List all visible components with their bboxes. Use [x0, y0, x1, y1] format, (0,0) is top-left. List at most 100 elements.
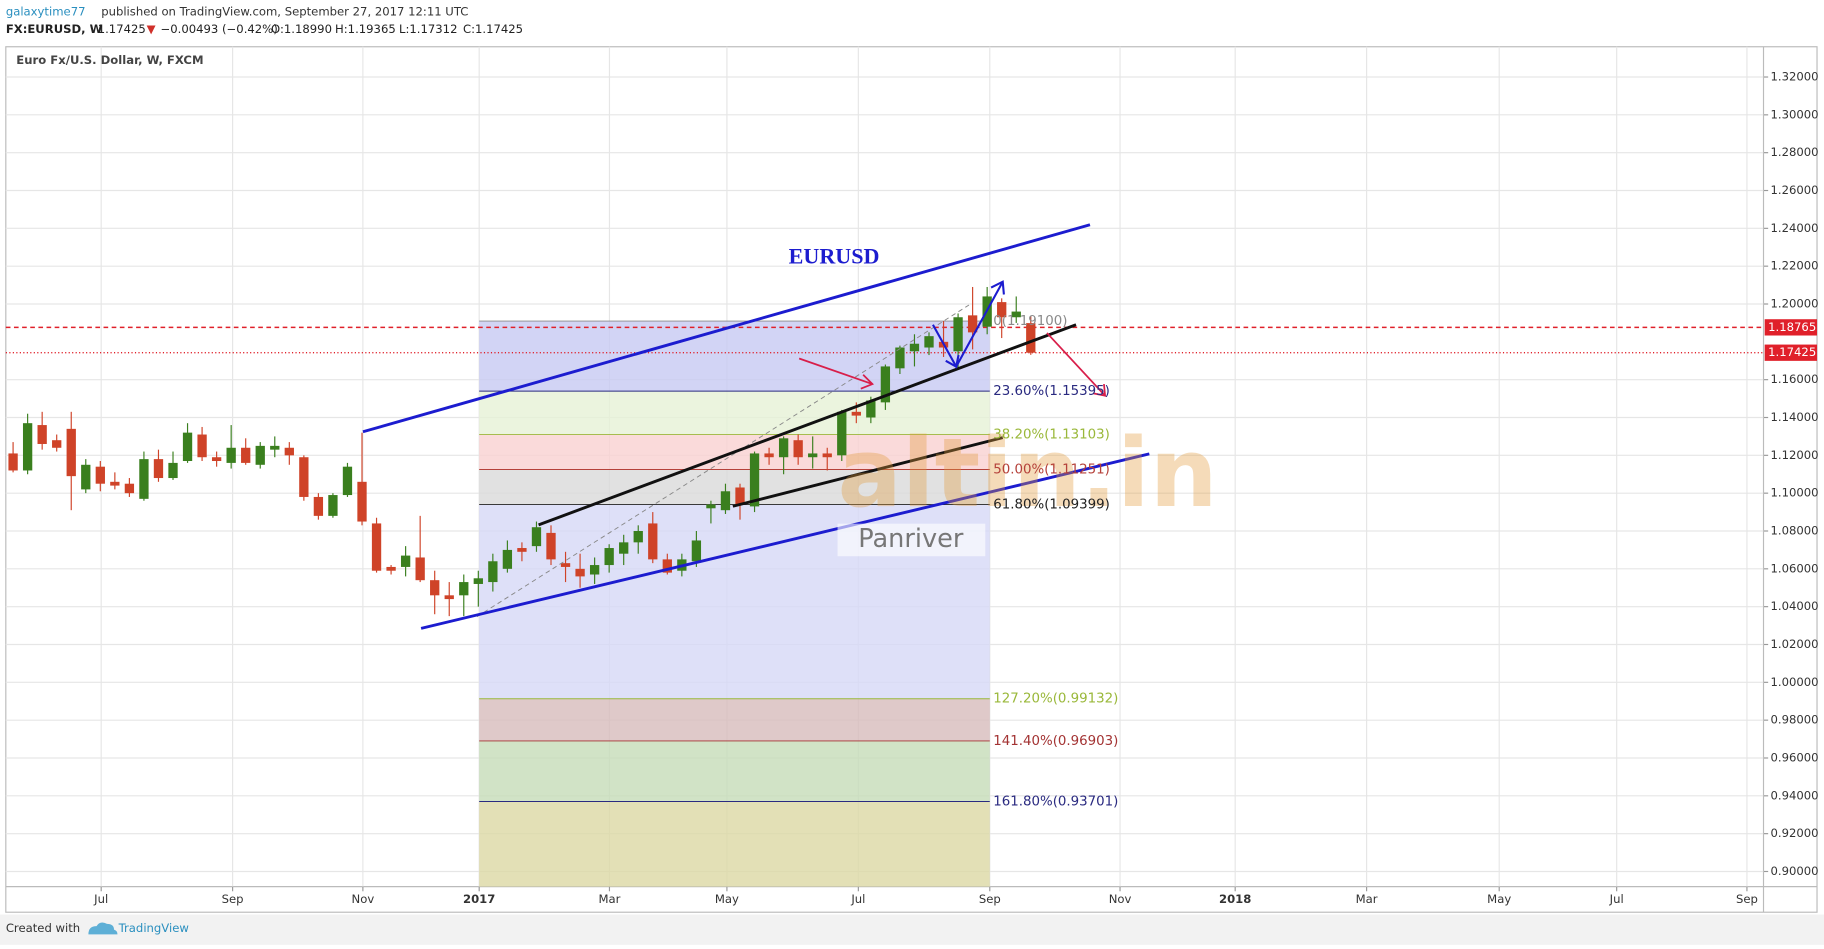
candle-body: [299, 457, 309, 497]
candle-body: [648, 523, 658, 560]
arrow: [798, 357, 873, 385]
candle-body: [386, 566, 396, 571]
y-tick-label: 1.28000: [1770, 145, 1818, 159]
y-tick-label: 1.06000: [1770, 561, 1818, 575]
candle-body: [357, 481, 367, 522]
candle-body: [778, 438, 789, 458]
x-tick-label: Mar: [1356, 892, 1378, 906]
y-tick-label: 1.02000: [1770, 637, 1818, 651]
drawings: EURUSD altin.in Panriver: [362, 223, 1218, 630]
y-tick-label: 0.92000: [1770, 826, 1818, 840]
x-tick-label: Sep: [979, 892, 1001, 906]
candle-body: [822, 453, 832, 458]
candle-body: [182, 432, 193, 462]
y-tick-label: 1.04000: [1770, 599, 1818, 613]
y-tick-label: 1.30000: [1770, 107, 1818, 121]
x-tick-label: Sep: [1736, 892, 1758, 906]
candle-body: [589, 565, 600, 575]
candle-body: [110, 481, 120, 486]
footer-brand[interactable]: TradingView: [118, 921, 190, 935]
annotation: EURUSD: [789, 244, 880, 269]
candle-body: [459, 582, 469, 596]
arrow-head: [990, 280, 1005, 295]
candle-body: [371, 523, 382, 571]
candle-body: [619, 542, 629, 554]
y-tick-label: 1.10000: [1770, 486, 1818, 500]
trendline: [538, 323, 1077, 527]
y-tick-label: 0.96000: [1770, 750, 1818, 764]
y-tick-label: 0.98000: [1770, 713, 1818, 727]
author[interactable]: galaxytime77: [6, 4, 86, 18]
candle-body: [37, 425, 47, 444]
candle-body: [837, 411, 847, 456]
y-tick-label: 1.14000: [1770, 410, 1818, 424]
footer-text: Created with: [6, 921, 80, 935]
candle-body: [488, 561, 498, 583]
price-tag: [1764, 319, 1818, 336]
candle-body: [909, 343, 920, 352]
watermark: Panriver: [858, 524, 964, 554]
y-tick-label: 1.24000: [1770, 221, 1818, 235]
watermark: altin.in: [838, 418, 1218, 529]
candle-body: [22, 423, 33, 471]
x-tick-label: May: [715, 892, 739, 906]
arrow: [1046, 332, 1106, 397]
x-tick-label: Nov: [352, 892, 375, 906]
candle-body: [720, 491, 731, 511]
arrow-head: [860, 374, 875, 390]
candle-body: [793, 440, 803, 458]
chart-title: Euro Fx/U.S. Dollar, W, FXCM: [16, 53, 203, 67]
candle-body: [342, 466, 353, 496]
fib-zone: [479, 698, 990, 741]
candle-body: [473, 578, 483, 584]
brand-icon: [88, 922, 118, 935]
y-tick-label: 1.26000: [1770, 183, 1818, 197]
chart-frame: [5, 46, 1818, 913]
candle-body: [124, 483, 135, 494]
candle-body: [691, 540, 702, 562]
candle-body: [662, 559, 672, 573]
candle-body: [633, 530, 643, 543]
ohlc-value: L:1.17312: [399, 22, 457, 36]
candle-body: [8, 453, 18, 471]
candle-body: [430, 580, 440, 596]
change-arrow: ▼: [147, 22, 156, 36]
y-tick-label: 1.00000: [1770, 675, 1818, 689]
candle-body: [953, 317, 963, 352]
candle-body: [967, 315, 978, 333]
candle-body: [255, 445, 265, 465]
candle-body: [1011, 311, 1021, 318]
candle-body: [328, 495, 338, 516]
candle-body: [546, 532, 556, 560]
candle-body: [444, 595, 454, 600]
trendline: [732, 436, 1004, 508]
candle-body: [211, 457, 222, 462]
candle-body: [808, 453, 818, 458]
ohlc-value: O:1.18990: [271, 22, 332, 36]
fib-label: 61.80%(1.09399): [993, 498, 1110, 513]
plot-layer: [5, 46, 1769, 892]
candle-body: [400, 555, 411, 567]
arrow-head: [945, 354, 960, 369]
candle-body: [604, 548, 614, 566]
fib-zone: [479, 469, 990, 505]
candle-body: [226, 447, 236, 463]
fib-zone: [479, 801, 990, 887]
candle-body: [851, 411, 861, 416]
ohlc-values: O:1.18990 H:1.19365 L:1.17312 C:1.17425: [271, 22, 523, 36]
y-tick-label: 1.20000: [1770, 297, 1818, 311]
published: published on TradingView.com, September …: [101, 4, 468, 18]
candle-body: [735, 487, 745, 505]
price-tag: [1764, 344, 1818, 361]
candle-body: [517, 548, 527, 552]
candle-body: [502, 549, 513, 569]
channel-lower: [420, 452, 1150, 630]
candle-body: [764, 453, 774, 458]
candle-body: [880, 366, 891, 403]
x-tick-label: Jul: [1609, 892, 1624, 906]
x-tick-label: Sep: [222, 892, 244, 906]
fib-label: 50.00%(1.11251): [993, 463, 1110, 478]
price-tag-label: 1.18765: [1768, 320, 1816, 334]
fib-label: 0(1.19100): [993, 314, 1067, 329]
